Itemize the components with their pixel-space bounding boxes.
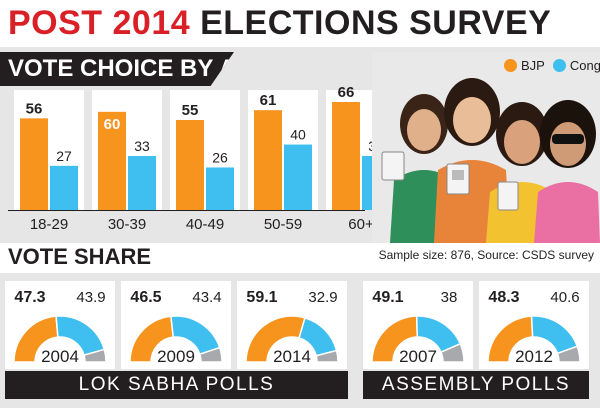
bar-label-bjp-50-59: 61 bbox=[260, 92, 277, 109]
share-cong-2007: 38 bbox=[441, 289, 458, 306]
donut-other-2004 bbox=[83, 348, 107, 363]
title-part-1: POST 2014 bbox=[8, 4, 191, 42]
age-group-30-39: 60 33 30-39 bbox=[92, 90, 162, 233]
legend-bjp-swatch bbox=[504, 59, 517, 72]
bar-bjp-60+ bbox=[332, 102, 360, 210]
age-tick-40-49: 40-49 bbox=[186, 216, 224, 233]
year-label-2014: 2014 bbox=[273, 347, 311, 366]
bar-cong-30-39 bbox=[128, 156, 156, 210]
vote-share-heading: VOTE SHARE bbox=[8, 244, 152, 269]
bar-bjp-30-39 bbox=[98, 111, 126, 210]
donut-other-2007 bbox=[439, 342, 465, 363]
legend-bjp-label: BJP bbox=[521, 58, 545, 73]
bar-label-cong-30-39: 33 bbox=[134, 138, 150, 154]
bar-label-cong-60+: 33 bbox=[368, 138, 372, 154]
year-label-2009: 2009 bbox=[157, 347, 195, 366]
donut-2007: 49.1 38 2007 bbox=[371, 289, 465, 366]
bar-bjp-18-29 bbox=[20, 118, 48, 210]
age-bar-chart: 56 27 18-29 60 33 30-39 55 26 40-49 61 40 50-59 66 33… bbox=[8, 84, 372, 233]
share-bjp-2004: 47.3 bbox=[14, 289, 45, 306]
donut-2012: 48.3 40.6 2012 bbox=[487, 289, 581, 366]
share-cong-2004: 43.9 bbox=[76, 289, 105, 306]
share-cong-2014: 32.9 bbox=[308, 289, 337, 306]
bar-label-cong-18-29: 27 bbox=[56, 148, 72, 164]
chart-legend: BJP Cong bbox=[504, 58, 600, 73]
donut-other-2014 bbox=[315, 349, 339, 363]
voters-photo bbox=[372, 52, 600, 243]
legend-cong-label: Cong bbox=[569, 58, 600, 73]
donut-2009: 46.5 43.4 2009 bbox=[129, 289, 223, 366]
share-cong-2009: 43.4 bbox=[192, 289, 221, 306]
bar-cong-50-59 bbox=[284, 144, 312, 210]
share-cong-2012: 40.6 bbox=[550, 289, 579, 306]
age-section-heading: VOTE CHOICE BY AGE bbox=[0, 52, 234, 86]
bar-cong-18-29 bbox=[50, 165, 78, 210]
age-group-50-59: 61 40 50-59 bbox=[248, 90, 318, 233]
age-tick-60+: 60+ bbox=[348, 216, 372, 233]
source-note: Sample size: 876, Source: CSDS survey bbox=[378, 248, 594, 262]
donut-2004: 47.3 43.9 2004 bbox=[13, 289, 107, 366]
age-tick-30-39: 30-39 bbox=[108, 216, 146, 233]
age-tick-18-29: 18-29 bbox=[30, 216, 68, 233]
age-group-40-49: 55 26 40-49 bbox=[170, 90, 240, 233]
page-title: POST 2014 ELECTIONS SURVEY bbox=[8, 2, 551, 44]
share-bjp-2009: 46.5 bbox=[130, 289, 161, 306]
bar-label-bjp-18-29: 56 bbox=[26, 100, 43, 117]
title-part-2: ELECTIONS SURVEY bbox=[200, 4, 552, 42]
bar-label-cong-50-59: 40 bbox=[290, 127, 306, 143]
bar-cong-40-49 bbox=[206, 167, 234, 210]
bar-cong-60+ bbox=[362, 156, 372, 210]
share-bjp-2007: 49.1 bbox=[372, 289, 403, 306]
bar-bjp-40-49 bbox=[176, 120, 204, 210]
bar-label-bjp-60+: 66 bbox=[338, 84, 355, 101]
bar-label-bjp-30-39: 60 bbox=[104, 116, 121, 133]
lok-sabha-label: LOK SABHA POLLS bbox=[5, 371, 348, 399]
legend-cong-swatch bbox=[552, 59, 566, 72]
age-group-60+: 66 33 60+ bbox=[326, 84, 372, 233]
donut-other-2012 bbox=[556, 345, 581, 363]
donut-other-2009 bbox=[198, 346, 223, 363]
share-bjp-2012: 48.3 bbox=[488, 289, 519, 306]
donut-2014: 59.1 32.9 2014 bbox=[245, 289, 339, 366]
year-label-2004: 2004 bbox=[41, 347, 79, 366]
year-label-2007: 2007 bbox=[399, 347, 437, 366]
bar-label-cong-40-49: 26 bbox=[212, 149, 228, 165]
age-group-18-29: 56 27 18-29 bbox=[14, 90, 84, 233]
assembly-label: ASSEMBLY POLLS bbox=[363, 371, 589, 399]
age-tick-50-59: 50-59 bbox=[264, 216, 302, 233]
year-label-2012: 2012 bbox=[515, 347, 553, 366]
bar-bjp-50-59 bbox=[254, 110, 282, 210]
bar-label-bjp-40-49: 55 bbox=[182, 102, 199, 119]
share-bjp-2014: 59.1 bbox=[246, 289, 277, 306]
